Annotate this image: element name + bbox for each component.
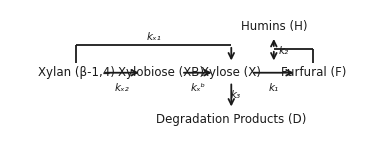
Text: kₓ₂: kₓ₂: [114, 83, 129, 93]
Text: Xylobiose (XB): Xylobiose (XB): [118, 66, 204, 79]
Text: k₃: k₃: [231, 90, 241, 101]
Text: k₁: k₁: [269, 83, 279, 93]
Text: kₓᵇ: kₓᵇ: [190, 83, 205, 93]
Text: Degradation Products (D): Degradation Products (D): [156, 113, 307, 126]
Text: Humins (H): Humins (H): [241, 20, 307, 33]
Text: Xylan (β-1,4): Xylan (β-1,4): [38, 66, 115, 79]
Text: Xylose (X): Xylose (X): [201, 66, 261, 79]
Text: k₂: k₂: [278, 46, 289, 56]
Text: Furfural (F): Furfural (F): [281, 66, 346, 79]
Text: kₓ₁: kₓ₁: [147, 32, 161, 42]
